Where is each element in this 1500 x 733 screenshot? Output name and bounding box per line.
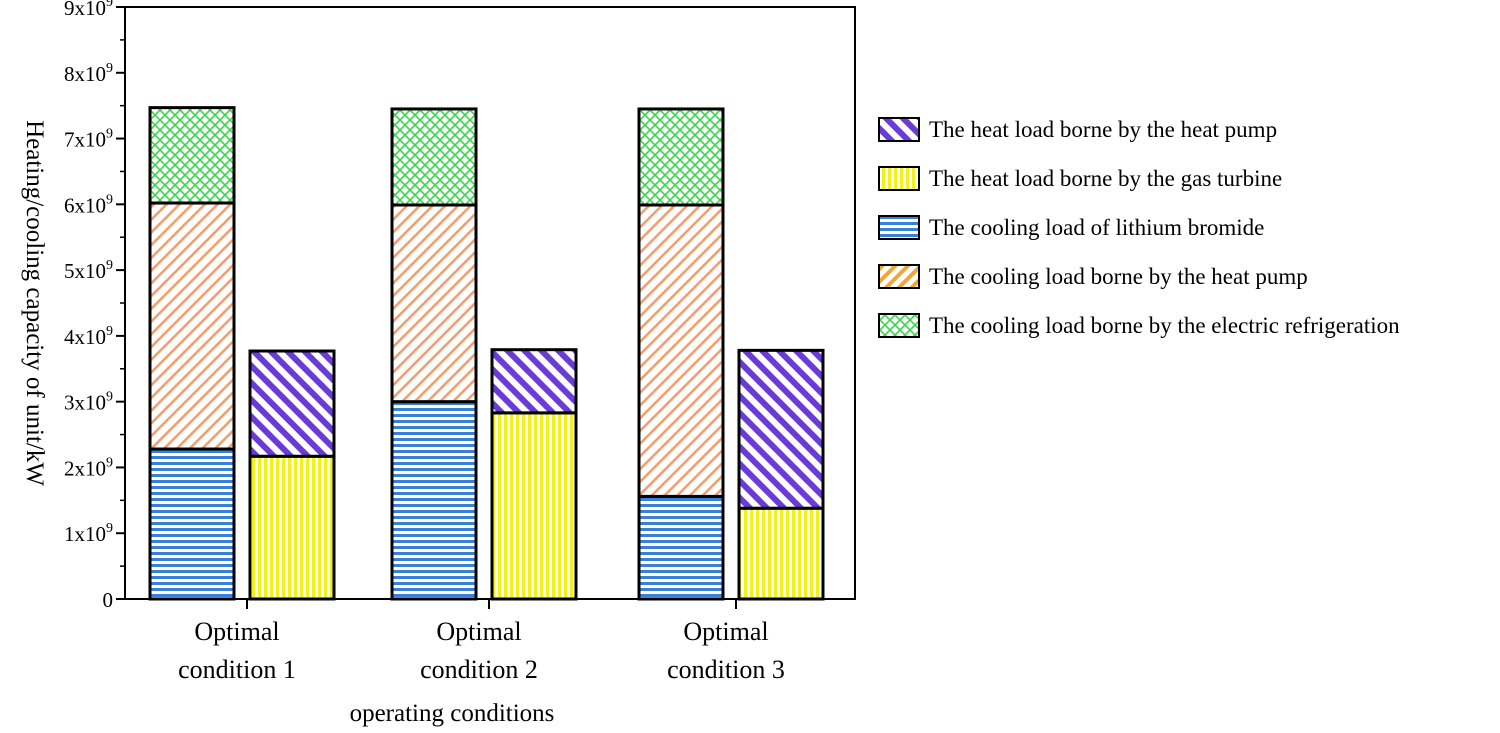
legend-swatch-horiz-blue	[878, 215, 920, 240]
x-axis-title: operating conditions	[350, 700, 555, 727]
bar-segment-diag-purple-3	[737, 348, 825, 510]
bar-segment-diag-orange-2	[390, 203, 478, 404]
x-axis-ticks: Optimal condition 1 Optimal condition 2 Opti…	[178, 599, 785, 684]
bar-segment-horiz-blue-2	[390, 400, 478, 601]
x-tick-label: condition 2	[420, 655, 538, 684]
bar-segment-vert-yellow-3	[737, 506, 825, 601]
x-tick-label: condition 1	[178, 655, 296, 684]
legend-swatch-diag-orange	[878, 264, 920, 289]
bar-segment-cross-green-3	[637, 107, 725, 207]
y-tick-label: 0	[103, 588, 114, 612]
bar-segment-diag-purple-1	[248, 349, 336, 458]
y-tick-label: 3x109	[64, 390, 113, 415]
y-tick-label: 1x109	[64, 521, 113, 546]
plot-frame	[124, 6, 856, 600]
bar-segment-horiz-blue-3	[637, 494, 725, 601]
bar-segment-vert-yellow-1	[248, 454, 336, 601]
legend-swatch-cross-green	[878, 313, 920, 338]
y-tick-label: 6x109	[64, 192, 113, 217]
legend-swatch-vert-yellow	[878, 166, 920, 191]
legend-swatch-diag-purple	[878, 117, 920, 142]
legend-label: The heat load borne by the gas turbine	[929, 166, 1282, 191]
legend-label: The cooling load borne by the electric r…	[929, 313, 1400, 338]
bar-segment-cross-green-1	[148, 106, 236, 205]
bar-segment-diag-orange-1	[148, 201, 236, 451]
bars-layer	[148, 106, 825, 601]
bar-segment-diag-purple-2	[490, 348, 578, 415]
legend: The heat load borne by the heat pump The …	[878, 117, 1400, 338]
legend-label: The cooling load of lithium bromide	[929, 215, 1264, 240]
bar-segment-diag-orange-3	[637, 203, 725, 498]
y-tick-label: 7x109	[64, 127, 113, 152]
y-axis-title: Heating/cooling capacity of unit/kW	[21, 120, 48, 486]
bar-segment-vert-yellow-2	[490, 411, 578, 601]
x-tick-label: Optimal	[436, 617, 521, 646]
y-tick-label: 5x109	[64, 258, 113, 283]
x-tick-label: condition 3	[667, 655, 785, 684]
bar-segment-horiz-blue-1	[148, 447, 236, 601]
x-tick-label: Optimal	[194, 617, 279, 646]
y-tick-label: 9x109	[64, 0, 113, 20]
x-tick-label: Optimal	[683, 617, 768, 646]
legend-label: The heat load borne by the heat pump	[929, 117, 1277, 142]
y-tick-label: 8x109	[64, 61, 113, 86]
y-axis-ticks: 0 1x109 2x109 3x109 4x109 5x109 6x109 7x109 8x10…	[64, 0, 125, 612]
bar-segment-cross-green-2	[390, 107, 478, 207]
legend-label: The cooling load borne by the heat pump	[929, 264, 1308, 289]
y-tick-label: 2x109	[64, 455, 113, 480]
y-tick-label: 4x109	[64, 324, 113, 349]
